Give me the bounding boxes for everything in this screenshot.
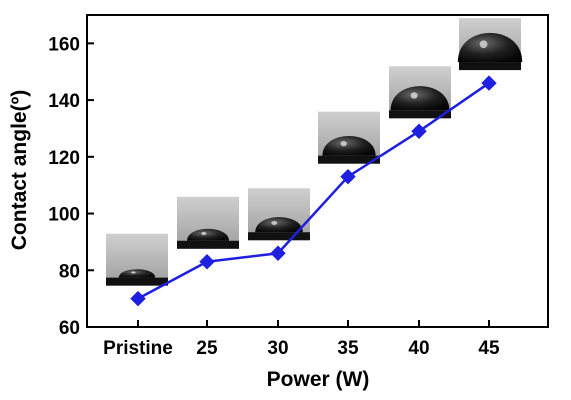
x-tick-label: 40 [408, 338, 429, 359]
y-tick-label: 100 [48, 205, 80, 226]
plot-frame [86, 14, 549, 328]
droplet-image [318, 111, 380, 164]
droplet-image [248, 188, 310, 241]
y-tick-label: 120 [48, 148, 80, 169]
x-tick-label: 30 [267, 338, 288, 359]
data-point-marker [411, 123, 427, 139]
droplet-insets [106, 18, 523, 286]
x-tick-label: Pristine [103, 338, 173, 359]
y-axis-title: Contact angle(º) [8, 90, 31, 251]
data-point-marker [199, 254, 215, 270]
data-point-marker [270, 245, 286, 261]
data-point-marker [130, 290, 146, 307]
data-point-marker [481, 75, 497, 91]
x-axis: Pristine 25 30 35 40 45 [103, 320, 500, 359]
series-line-group [130, 75, 497, 307]
data-point-marker [340, 168, 356, 185]
droplet-image [457, 18, 523, 71]
droplet-image [106, 233, 168, 286]
y-tick-label: 140 [48, 91, 80, 112]
x-tick-label: 45 [478, 338, 500, 359]
series-line [137, 82, 490, 300]
y-tick-label: 60 [59, 318, 80, 339]
y-tick-label: 80 [59, 261, 80, 282]
x-tick-label: 25 [196, 338, 218, 359]
x-axis-title: Power (W) [267, 368, 370, 391]
y-tick-label: 160 [48, 34, 80, 55]
x-tick-label: 35 [337, 338, 359, 359]
droplet-image [389, 66, 451, 119]
y-axis: 60 80 100 120 140 160 [48, 34, 94, 339]
droplet-image [177, 196, 239, 249]
